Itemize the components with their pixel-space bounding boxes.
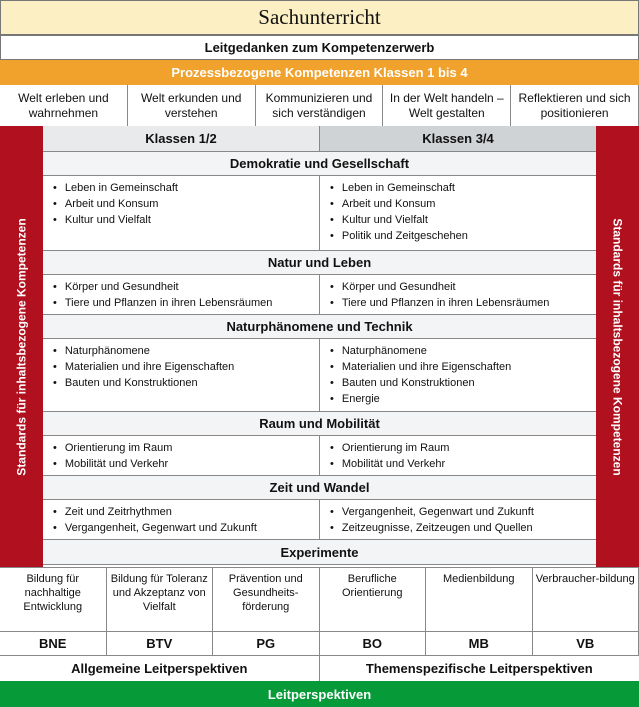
list-item: Tiere und Pflanzen in ihren Lebensräumen — [330, 295, 588, 311]
list-item: Arbeit und Konsum — [330, 196, 588, 212]
side-label-left: Standards für inhaltsbezogene Kompetenze… — [0, 126, 43, 567]
list-item: Kultur und Vielfalt — [330, 212, 588, 228]
list-item: Körper und Gesundheit — [53, 279, 311, 295]
side-label-right: Standards für inhaltsbezogene Kompetenze… — [596, 126, 639, 567]
section-content: Körper und GesundheitTiere und Pflanzen … — [43, 275, 596, 314]
section-list-left: Körper und GesundheitTiere und Pflanzen … — [43, 275, 320, 314]
list-item: Zeit und Zeitrhythmen — [53, 504, 311, 520]
section-content: Zeit und ZeitrhythmenVergangenheit, Gege… — [43, 500, 596, 539]
list-item: Naturphänomene — [53, 343, 311, 359]
perspektive-abbr: VB — [533, 632, 639, 655]
section-list-right: Körper und GesundheitTiere und Pflanzen … — [320, 275, 596, 314]
side-label-text: Standards für inhaltsbezogene Kompetenze… — [14, 217, 29, 476]
section-list-right: NaturphänomeneMaterialien und ihre Eigen… — [320, 339, 596, 411]
prozess-header: Prozessbezogene Kompetenzen Klassen 1 bi… — [0, 60, 639, 85]
perspektive-abbr: PG — [213, 632, 320, 655]
list-item: Zeitzeugnisse, Zeitzeugen und Quellen — [330, 520, 588, 536]
perspektive-name: Bildung für nachhaltige Entwicklung — [0, 568, 107, 631]
list-item: Bauten und Konstruktionen — [330, 375, 588, 391]
list-item: Orientierung im Raum — [53, 440, 311, 456]
section-list-left: Orientierung im RaumMobilität und Verkeh… — [43, 436, 320, 475]
section-content: NaturphänomeneMaterialien und ihre Eigen… — [43, 339, 596, 411]
abbreviation-row: BNE BTV PG BO MB VB — [0, 631, 639, 656]
list-item: Energie — [330, 391, 588, 407]
section-list-right: Orientierung im RaumMobilität und Verkeh… — [320, 436, 596, 475]
leitperspektiven-footer: Leitperspektiven — [0, 681, 639, 707]
klassen-1-2: Klassen 1/2 — [43, 126, 320, 151]
prozess-item: Welt erleben und wahrnehmen — [0, 85, 128, 126]
perspektiven-row: Bildung für nachhaltige Entwicklung Bild… — [0, 567, 639, 631]
list-item: Orientierung im Raum — [330, 440, 588, 456]
list-item: Bauten und Konstruktionen — [53, 375, 311, 391]
prozess-item: In der Welt handeln –Welt gestalten — [383, 85, 512, 126]
section-list-right: Leben in GemeinschaftArbeit und KonsumKu… — [320, 176, 596, 250]
section-list-left: Zeit und ZeitrhythmenVergangenheit, Gege… — [43, 500, 320, 539]
section-heading: Naturphänomene und Technik — [43, 314, 596, 339]
list-item: Materialien und ihre Eigenschaften — [53, 359, 311, 375]
list-item: Leben in Gemeinschaft — [330, 180, 588, 196]
list-item: Materialien und ihre Eigenschaften — [330, 359, 588, 375]
section-heading: Zeit und Wandel — [43, 475, 596, 500]
section-heading: Natur und Leben — [43, 250, 596, 275]
perspektive-name: Berufliche Orientierung — [320, 568, 426, 631]
list-item: Leben in Gemeinschaft — [53, 180, 311, 196]
perspektive-name: Medienbildung — [426, 568, 533, 631]
section-content: Orientierung im RaumMobilität und Verkeh… — [43, 436, 596, 475]
list-item: Mobilität und Verkehr — [330, 456, 588, 472]
section-list-left: Leben in GemeinschaftArbeit und KonsumKu… — [43, 176, 320, 250]
klassen-header: Klassen 1/2 Klassen 3/4 — [43, 126, 596, 151]
section-heading: Demokratie und Gesellschaft — [43, 151, 596, 176]
list-item: Körper und Gesundheit — [330, 279, 588, 295]
list-item: Tiere und Pflanzen in ihren Lebensräumen — [53, 295, 311, 311]
list-item: Vergangenheit, Gegenwart und Zukunft — [53, 520, 311, 536]
list-item: Kultur und Vielfalt — [53, 212, 311, 228]
themenspezifische-leitperspektiven: Themenspezifische Leitperspektiven — [365, 661, 593, 676]
experimente-row: Experimente — [43, 539, 596, 565]
list-item: Mobilität und Verkehr — [53, 456, 311, 472]
content-grid: Klassen 1/2 Klassen 3/4 Demokratie und G… — [43, 126, 596, 565]
list-item: Politik und Zeitgeschehen — [330, 228, 588, 244]
leitperspektiven-types: Allgemeine Leitperspektiven Themenspezif… — [0, 656, 639, 681]
prozess-item: Welt erkunden und verstehen — [128, 85, 256, 126]
klassen-3-4: Klassen 3/4 — [320, 126, 596, 151]
leitgedanken-row: Leitgedanken zum Kompetenzerwerb — [0, 35, 639, 60]
perspektive-abbr: BO — [320, 632, 426, 655]
section-heading: Raum und Mobilität — [43, 411, 596, 436]
section-list-right: Vergangenheit, Gegenwart und ZukunftZeit… — [320, 500, 596, 539]
prozess-row: Welt erleben und wahrnehmen Welt erkunde… — [0, 85, 639, 126]
list-item: Vergangenheit, Gegenwart und Zukunft — [330, 504, 588, 520]
prozess-item: Kommunizieren und sich verständigen — [256, 85, 384, 126]
perspektive-name: Bildung für Toleranz und Akzeptanz von V… — [107, 568, 213, 631]
perspektive-abbr: MB — [426, 632, 533, 655]
allgemeine-leitperspektiven: Allgemeine Leitperspektiven — [0, 656, 320, 681]
list-item: Naturphänomene — [330, 343, 588, 359]
section-content: Leben in GemeinschaftArbeit und KonsumKu… — [43, 176, 596, 250]
list-item: Arbeit und Konsum — [53, 196, 311, 212]
perspektive-abbr: BNE — [0, 632, 107, 655]
perspektive-name: Verbraucher-bildung — [533, 568, 639, 631]
perspektive-abbr: BTV — [107, 632, 213, 655]
perspektive-name: Prävention und Gesundheits-förderung — [213, 568, 320, 631]
prozess-item: Reflektieren und sich positionieren — [511, 85, 639, 126]
section-list-left: NaturphänomeneMaterialien und ihre Eigen… — [43, 339, 320, 411]
side-label-text: Standards für inhaltsbezogene Kompetenze… — [610, 217, 625, 476]
diagram-title: Sachunterricht — [0, 0, 639, 35]
